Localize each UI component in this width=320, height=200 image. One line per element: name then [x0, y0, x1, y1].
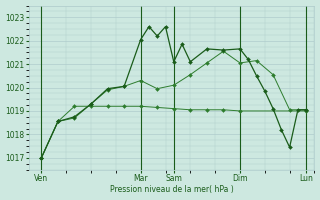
- X-axis label: Pression niveau de la mer( hPa ): Pression niveau de la mer( hPa ): [110, 185, 234, 194]
